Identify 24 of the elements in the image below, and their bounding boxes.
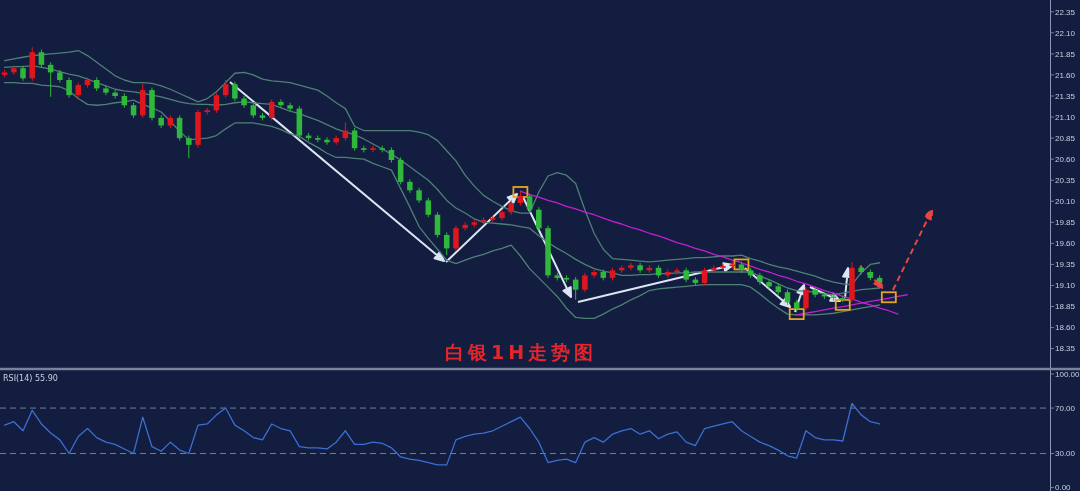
y-tick-label: 20.85 — [1055, 133, 1076, 143]
y-tick-label: 20.60 — [1055, 154, 1076, 164]
y-tick-label: 20.35 — [1055, 176, 1076, 186]
y-tick-label: 22.35 — [1055, 7, 1076, 17]
y-tick-label: 21.60 — [1055, 70, 1076, 80]
text: 白银1H走势图 — [444, 341, 598, 363]
y-tick-label: 22.10 — [1055, 28, 1076, 38]
y-tick-label: 19.10 — [1055, 281, 1076, 291]
y-tick-label: 18.35 — [1055, 344, 1076, 354]
y-tick-label: 19.60 — [1055, 239, 1076, 249]
y-tick-label: 18.60 — [1055, 323, 1076, 333]
y-tick-label: 18.85 — [1055, 302, 1076, 312]
y-tick-label: 30.00 — [1055, 449, 1076, 459]
y-tick-label: 19.85 — [1055, 218, 1076, 228]
text: RSI(14) 55.90 — [3, 374, 58, 383]
y-tick-label: 21.85 — [1055, 49, 1076, 59]
y-tick-label: 0.00 — [1055, 483, 1072, 491]
y-tick-label: 70.00 — [1055, 403, 1076, 413]
y-tick-label: 21.35 — [1055, 91, 1076, 101]
y-tick-label: 20.10 — [1055, 197, 1076, 207]
line-series — [3, 402, 881, 466]
y-tick-label: 19.35 — [1055, 260, 1076, 270]
y-tick-label: 21.10 — [1055, 112, 1076, 122]
y-tick-label: 100.00 — [1055, 369, 1080, 379]
